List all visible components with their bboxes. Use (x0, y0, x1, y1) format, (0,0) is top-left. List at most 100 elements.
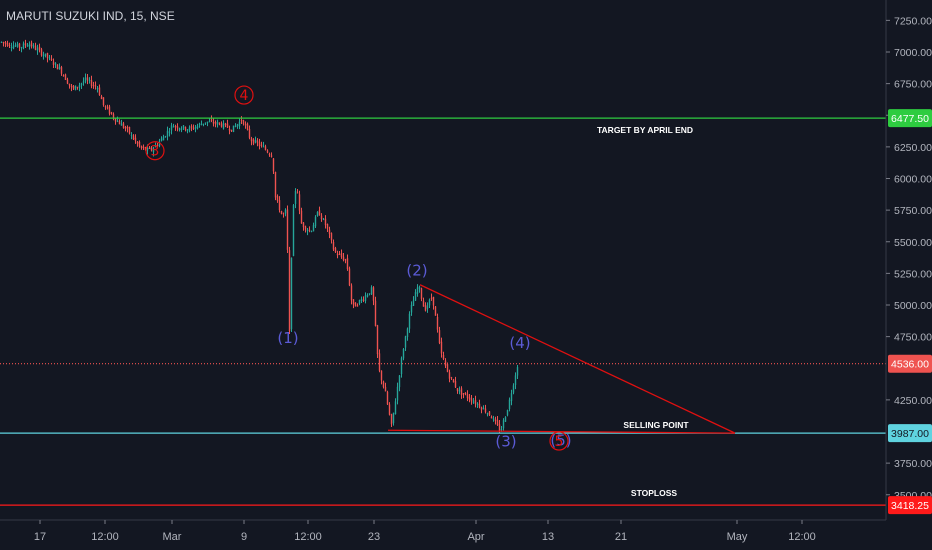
candle-body (478, 403, 481, 408)
candle-body (488, 411, 491, 416)
candle-body (122, 123, 125, 128)
time-tick-label: 13 (542, 531, 554, 543)
candle-body (344, 259, 347, 261)
candle-body (504, 416, 507, 422)
candle-body (16, 43, 19, 47)
candle-body (484, 408, 487, 413)
candle-body (70, 85, 73, 88)
level-price-tag (888, 496, 932, 515)
candle-body (96, 88, 99, 90)
time-tick-label: Apr (467, 531, 484, 543)
candle-body (500, 429, 503, 431)
candle-body (440, 341, 443, 354)
candle-body (332, 242, 335, 250)
horizontal-levels: TARGET BY APRIL END SELLING POINT STOPLOSS (0, 117, 886, 506)
candle-body (198, 123, 201, 125)
candle-body (342, 256, 345, 261)
candle-body (318, 210, 321, 216)
candle-body (142, 146, 145, 148)
candle-body (230, 129, 233, 132)
time-tick-label: 21 (615, 531, 627, 543)
candle-body (424, 305, 427, 311)
candle-body (508, 399, 511, 410)
candle-body (60, 67, 63, 74)
time-tick-label: 23 (368, 531, 380, 543)
candle-body (106, 107, 109, 109)
level-price-label: 4536.00 (891, 359, 929, 371)
candle-body (58, 67, 61, 70)
candle-body (204, 122, 207, 124)
wave-label-red: 5 (555, 434, 564, 450)
candle-body (354, 302, 357, 307)
candle-body (316, 212, 319, 217)
candle-body (112, 114, 115, 118)
candle-body (74, 85, 77, 91)
candle-body (506, 410, 509, 416)
candle-body (388, 404, 391, 415)
candle-body (328, 229, 331, 234)
candle-body (380, 370, 383, 381)
price-tick-label: 5250.00 (894, 268, 932, 280)
candle-body (194, 126, 197, 129)
candle-body (18, 43, 21, 48)
time-axis[interactable]: 17 12:00 Mar 9 12:00 23 Apr 13 21 May 12:00 (0, 519, 886, 543)
candle-body (8, 45, 11, 47)
wave-label-blue: (1) (277, 329, 298, 347)
candle-body (308, 229, 311, 231)
level-annotation-stoploss: STOPLOSS (631, 488, 677, 498)
candle-body (26, 45, 29, 47)
candle-body (352, 299, 355, 305)
candle-body (414, 292, 417, 301)
candle-body (34, 46, 37, 50)
candle-body (350, 285, 353, 301)
candle-body (104, 106, 107, 108)
candle-body (120, 123, 123, 126)
candle-body (276, 196, 279, 201)
candle-body (512, 385, 515, 393)
price-tick-label: 5500.00 (894, 237, 932, 249)
candle-body (242, 120, 245, 125)
time-tick-label: 12:00 (91, 531, 119, 543)
candle-body (50, 59, 53, 61)
time-tick-label: 12:00 (788, 531, 816, 543)
candle-body (368, 293, 371, 295)
candle-body (172, 126, 175, 128)
candle-body (364, 295, 367, 301)
candle-body (196, 125, 199, 129)
candle-body (28, 44, 31, 47)
candle-body (432, 296, 435, 306)
price-tick-label: 6250.00 (894, 142, 932, 154)
candle-body (386, 391, 389, 405)
candle-body (218, 122, 221, 124)
candle-body (184, 127, 187, 130)
wave-label-red: 3 (151, 144, 160, 160)
candle-body (22, 43, 25, 49)
candle-body (292, 205, 295, 256)
candle-body (214, 122, 217, 124)
candle-body (394, 401, 397, 415)
candle-body (262, 146, 265, 148)
candle-body (208, 121, 211, 123)
price-axis[interactable]: 7250.007000.006750.006500.006250.006000.… (885, 0, 932, 520)
candle-body (418, 286, 421, 289)
candle-body (94, 85, 97, 87)
candle-body (20, 47, 23, 49)
candle-body (502, 420, 505, 429)
candle-body (256, 140, 259, 143)
candle-body (320, 215, 323, 220)
price-tick-label: 4750.00 (894, 332, 932, 344)
candle-body (68, 83, 71, 86)
candle-body (144, 147, 147, 150)
candle-body (400, 358, 403, 375)
candle-body (498, 424, 501, 432)
wave-label-blue: (4) (509, 334, 530, 352)
candle-body (472, 401, 475, 403)
candle-body (408, 313, 411, 329)
candle-body (404, 336, 407, 348)
candle-body (272, 158, 275, 172)
candle-body (324, 218, 327, 226)
price-tick-label: 6000.00 (894, 174, 932, 186)
candle-body (436, 316, 439, 330)
